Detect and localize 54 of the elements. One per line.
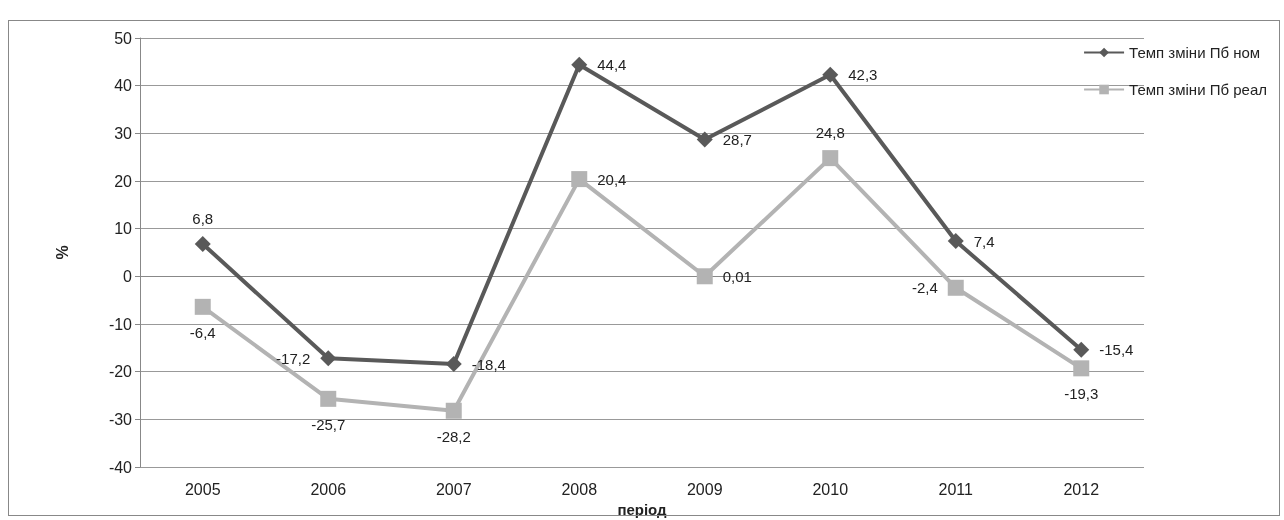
x-tick-label: 2009: [686, 480, 723, 498]
data-label: 0,01: [722, 267, 752, 285]
data-label: -18,4: [471, 355, 506, 373]
point: [445, 402, 462, 419]
data-label: -28,2: [436, 427, 471, 445]
data-label: 7,4: [973, 232, 995, 250]
point: [571, 171, 588, 188]
data-label: 28,7: [722, 131, 752, 149]
point: [696, 268, 713, 285]
point: [320, 350, 337, 367]
x-tick-label: 2008: [561, 480, 598, 498]
x-tick-label: 2011: [938, 480, 974, 498]
data-label: -19,3: [1064, 385, 1099, 403]
y-tick-label: 40: [114, 77, 133, 95]
y-tick-label: 50: [114, 29, 133, 47]
data-label: 42,3: [848, 66, 878, 84]
point: [194, 235, 211, 252]
y-axis-title: %: [53, 245, 71, 260]
point: [194, 298, 211, 315]
x-tick-label: 2005: [184, 480, 221, 498]
legend-label: Темп зміни Пб ном: [1129, 44, 1261, 61]
legend-label: Темп зміни Пб реал: [1129, 81, 1267, 98]
point: [947, 279, 964, 296]
x-axis-title: період: [617, 500, 668, 518]
data-label: 6,8: [192, 209, 214, 227]
x-tick-label: 2007: [435, 480, 472, 498]
y-tick-label: -20: [108, 363, 133, 381]
data-label: 44,4: [597, 56, 627, 74]
y-tick-label: 20: [114, 172, 133, 190]
data-label: -25,7: [311, 415, 346, 433]
point: [571, 56, 588, 73]
x-tick-label: 2006: [310, 480, 347, 498]
point: [445, 356, 462, 373]
x-tick-label: 2012: [1063, 480, 1100, 498]
y-tick-label: -30: [108, 410, 133, 428]
data-label: -2,4: [911, 279, 938, 297]
y-tick-label: -40: [108, 458, 133, 476]
point: [1073, 360, 1090, 377]
point: [320, 390, 337, 407]
point: [947, 233, 964, 250]
y-tick-label: -10: [108, 315, 133, 333]
point: [696, 131, 713, 148]
data-label: -6,4: [189, 323, 216, 341]
data-label: 20,4: [597, 170, 627, 188]
point: [822, 150, 839, 167]
y-tick-label: 10: [114, 220, 133, 238]
x-tick-label: 2010: [812, 480, 849, 498]
y-tick-label: 30: [114, 124, 133, 142]
y-tick-label: 0: [123, 267, 133, 285]
point: [822, 66, 839, 83]
data-label: 24,8: [815, 124, 845, 142]
data-label: -17,2: [276, 349, 311, 367]
point: [1073, 341, 1090, 358]
data-label: -15,4: [1099, 341, 1134, 359]
